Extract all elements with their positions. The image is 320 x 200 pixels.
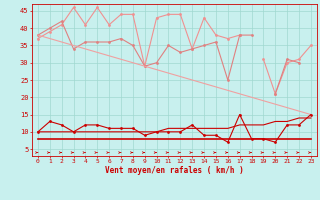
X-axis label: Vent moyen/en rafales ( km/h ): Vent moyen/en rafales ( km/h ) bbox=[105, 166, 244, 175]
